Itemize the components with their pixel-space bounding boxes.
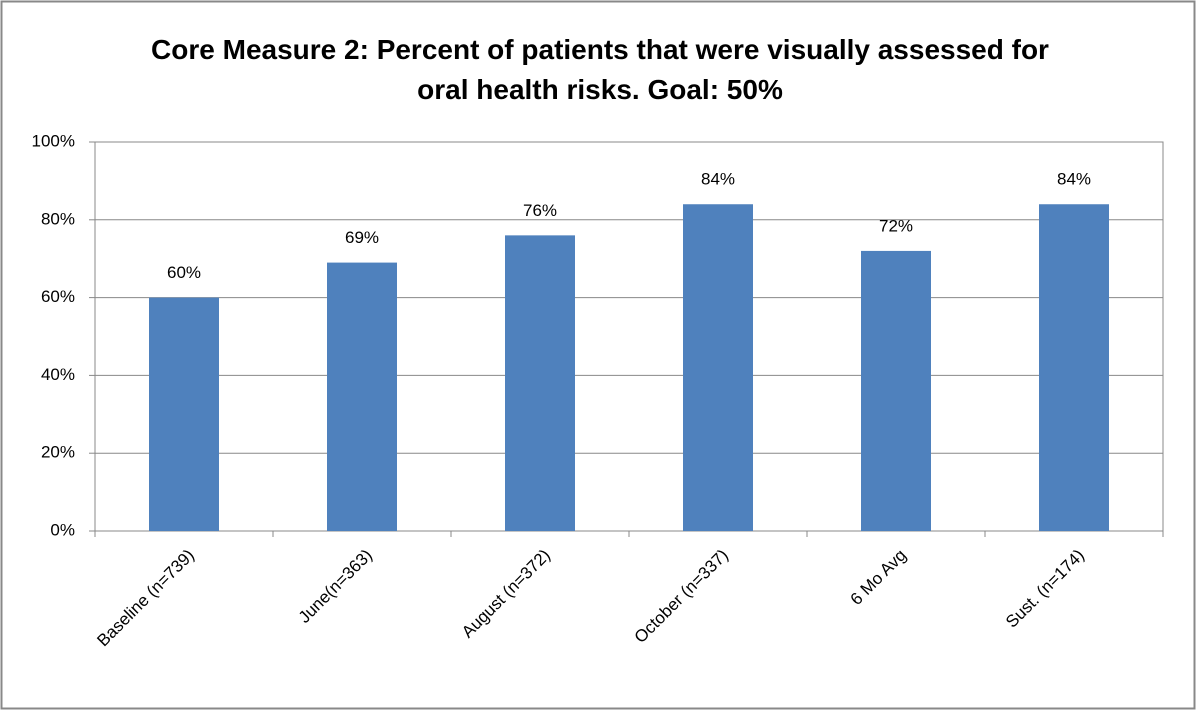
value-label: 84% — [701, 170, 735, 189]
y-tick-label: 40% — [41, 365, 75, 384]
y-tick-label: 80% — [41, 209, 75, 228]
value-label: 69% — [345, 228, 379, 247]
bar — [505, 235, 575, 532]
plot-border — [94, 141, 1164, 532]
y-tick-label: 60% — [41, 287, 75, 306]
y-tick-label: 100% — [32, 131, 75, 150]
x-tick-label: Baseline (n=739) — [93, 546, 198, 651]
chart-title: Core Measure 2: Percent of patients that… — [151, 34, 1049, 105]
y-tick-label: 0% — [50, 520, 75, 539]
value-label: 72% — [879, 216, 913, 235]
bar — [1039, 204, 1109, 532]
bar — [149, 297, 219, 531]
value-label: 76% — [523, 201, 557, 220]
x-tick-label: 6 Mo Avg — [847, 546, 910, 609]
bar — [327, 262, 397, 531]
y-tick-label: 20% — [41, 443, 75, 462]
value-label: 60% — [167, 263, 201, 282]
x-tick-label: August (n=372) — [458, 546, 554, 642]
x-tick-label: October (n=337) — [631, 546, 732, 647]
bar — [683, 204, 753, 532]
x-tick-label: Sust. (n=174) — [1002, 546, 1088, 632]
bar — [861, 250, 931, 532]
value-label: 84% — [1057, 170, 1091, 189]
x-tick-label: June(n=363) — [295, 546, 376, 627]
